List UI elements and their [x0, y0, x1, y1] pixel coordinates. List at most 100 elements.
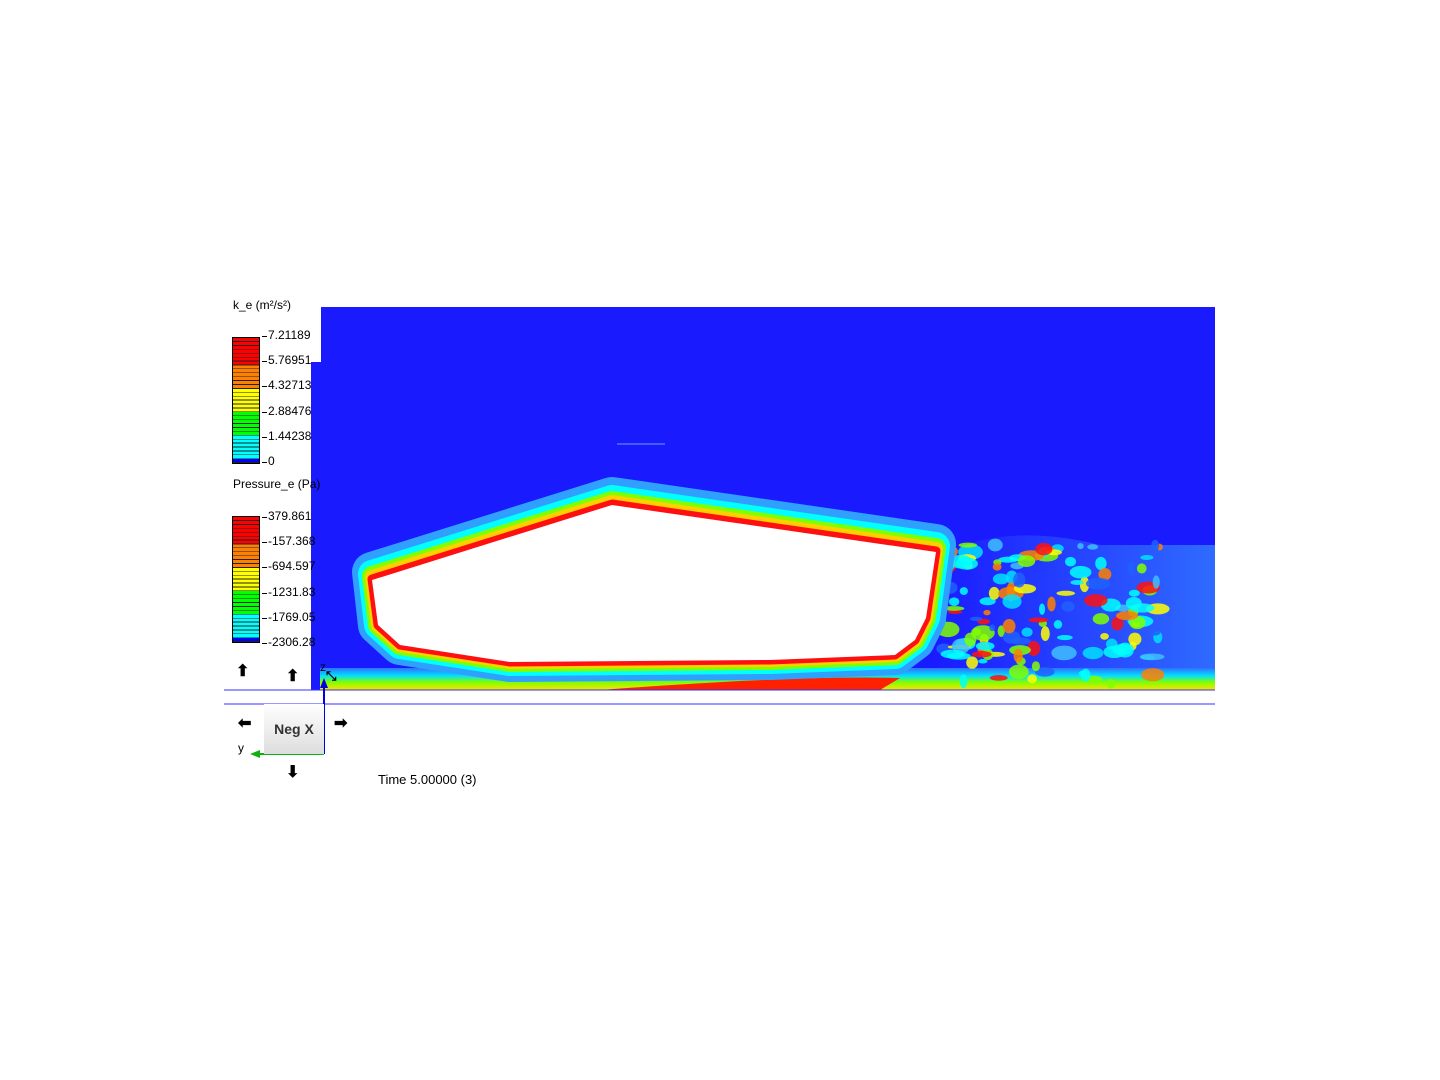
wake-eddy [947, 609, 963, 614]
wake-eddy [1151, 539, 1160, 552]
wake-eddy [1084, 594, 1108, 607]
wake-eddy [1051, 645, 1077, 661]
legend-title-ke: k_e (m²/s²) [233, 298, 291, 312]
wake-eddy [1087, 544, 1099, 550]
wake-eddy [1056, 590, 1076, 596]
legend-tick-label: 5.76951 [261, 353, 312, 368]
wake-eddy [948, 597, 960, 607]
wake-eddy [1002, 594, 1022, 609]
legend-tick-label: 1.44238 [261, 428, 312, 443]
legend-tick-label: 0 [262, 454, 275, 468]
wake-eddy [943, 606, 965, 611]
wake-eddy [1131, 603, 1155, 613]
wake-eddy [1079, 576, 1090, 593]
wake-eddy [1061, 601, 1075, 612]
view-up-arrow-icon[interactable]: ⬆ [286, 668, 300, 685]
wake-eddy [1140, 555, 1154, 561]
rotate-ccw-icon[interactable]: ⤡ [326, 668, 337, 683]
wake-eddy [992, 563, 1002, 571]
legend-clip [311, 307, 321, 362]
wake-eddy [940, 649, 966, 659]
legend-title-pressure: Pressure_e (Pa) [233, 477, 321, 491]
wake-eddy [983, 609, 991, 616]
colorbar-ke [232, 337, 260, 464]
wake-eddy [972, 627, 982, 636]
legend-tick-label: 379.861 [261, 509, 312, 523]
wake-eddy [1106, 678, 1116, 689]
wake-eddy [1116, 611, 1138, 621]
wake-eddy [959, 674, 968, 689]
legend-tick-label: -694.597 [261, 559, 316, 574]
wake-eddy [1128, 561, 1135, 576]
wake-eddy [992, 573, 1010, 585]
wake-eddy [1070, 580, 1084, 585]
wake-eddy [1008, 664, 1029, 680]
view-left-arrow-icon[interactable]: ⬅ [238, 715, 252, 732]
legend-tick-label: -1231.83 [261, 584, 316, 599]
wake-eddy [1085, 577, 1111, 590]
y-axis-arrow-icon [250, 750, 260, 758]
wake-eddy [1064, 556, 1077, 567]
rotate-home-icon[interactable]: ⬆ [236, 663, 250, 680]
wake-eddy [1039, 603, 1046, 615]
wake-eddy [1111, 616, 1124, 631]
wake-eddy [988, 586, 1000, 600]
wake-eddy [1040, 626, 1050, 642]
axis-label-y: y [238, 741, 244, 755]
wake-eddy [1021, 627, 1033, 637]
wake-eddy [1149, 628, 1161, 636]
ground-hot-band [600, 677, 900, 690]
wake-eddy [969, 616, 983, 622]
wake-eddy [1047, 596, 1056, 612]
wake-eddy [955, 557, 979, 570]
wake-eddy [1100, 633, 1109, 640]
wake-eddy [1031, 661, 1040, 672]
wake-eddy [1095, 556, 1107, 571]
wake-eddy [1080, 668, 1091, 682]
wake-eddy [1152, 575, 1160, 589]
wake-eddy [1002, 619, 1016, 634]
wake-eddy [1136, 563, 1147, 574]
view-down-arrow-icon[interactable]: ⬇ [286, 764, 300, 781]
wake-eddy [1128, 589, 1140, 597]
wake-eddy [989, 674, 1008, 681]
wake-eddy [1013, 572, 1026, 588]
time-label: Time 5.00000 (3) [378, 772, 477, 787]
wake-eddy [1027, 674, 1038, 684]
z-axis-arrow-icon [320, 678, 328, 688]
wake-eddy [1092, 613, 1110, 625]
wake-eddy [1013, 648, 1023, 663]
wake-eddy [1035, 542, 1053, 556]
wake-eddy [987, 538, 1003, 552]
wake-eddy [979, 597, 996, 606]
wake-eddy [958, 542, 978, 548]
wake-eddy [1082, 646, 1104, 660]
legend-tick-label: 2.88476 [261, 403, 312, 418]
legend-tick-label: 7.21189 [262, 328, 311, 342]
wake-eddy [959, 587, 968, 596]
wake-eddy [1002, 630, 1021, 644]
wake-eddy [1139, 653, 1165, 661]
wake-eddy [1098, 568, 1112, 581]
wake-eddy [1141, 668, 1165, 682]
wake-eddy [1027, 640, 1041, 657]
wake-eddy [975, 641, 995, 651]
wake-eddy [1128, 632, 1142, 646]
colorbar-pressure [232, 516, 260, 643]
wake-eddy [998, 556, 1019, 563]
view-cube-face[interactable]: Neg X [264, 704, 324, 754]
wake-eddy [1077, 542, 1084, 550]
legend-tick-label: -157.368 [261, 534, 316, 549]
wake-eddy [966, 656, 979, 669]
legend-tick-label: -2306.28 [261, 635, 316, 649]
wake-eddy [1017, 555, 1036, 567]
wake-eddy [1034, 667, 1055, 677]
view-right-arrow-icon[interactable]: ➡ [334, 715, 348, 732]
wake-eddy [1069, 565, 1092, 579]
axis-label-z: z [320, 660, 326, 674]
wake-eddy [1056, 634, 1073, 641]
wake-turbulence [922, 538, 1170, 689]
vehicle-body[interactable] [372, 505, 936, 662]
wake-eddy [1103, 645, 1126, 659]
